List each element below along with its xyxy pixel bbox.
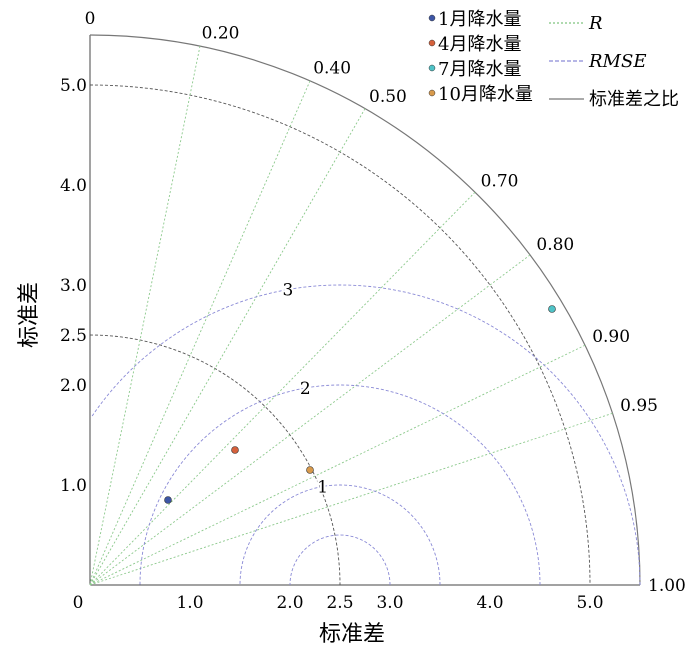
rmse-label-0: 1 [317, 478, 328, 498]
x-tick-label-0: 0 [73, 593, 84, 613]
labels-layer: 0 1.0 1.0 2.0 2.0 2.5 2.5 3.0 3.0 4.0 4.0 5.0 5.0 0 0.… [60, 9, 686, 613]
y-tick-label-3: 2.5 [60, 326, 87, 346]
legend-line-label-0: R [588, 13, 603, 34]
correlation-label-6: 0.90 [592, 327, 630, 347]
x-tick-label-1: 1.0 [176, 593, 203, 613]
data-point-2 [548, 305, 556, 313]
x-tick-label-2: 2.0 [276, 593, 303, 613]
legend-label-3: 10月降水量 [438, 84, 533, 105]
std-arc-2 [89, 34, 641, 586]
correlation-line-1 [89, 46, 201, 586]
legend-label-2: 7月降水量 [438, 59, 521, 80]
correlation-label-8: 1.00 [648, 576, 686, 596]
y-tick-label-2: 2.0 [60, 376, 87, 396]
legend-marker-0 [428, 14, 436, 22]
legend-line-label-2: 标准差之比 [589, 89, 679, 110]
data-point-3 [306, 466, 314, 474]
std-arc-1 [89, 84, 591, 586]
y-axis-title: 标准差 [17, 282, 42, 348]
x-tick-label-5: 4.0 [476, 593, 503, 613]
correlation-label-5: 0.80 [536, 235, 574, 255]
grid-layer [89, 34, 641, 586]
rmse-label-1: 2 [300, 379, 311, 399]
correlation-label-1: 0.20 [202, 23, 240, 43]
std-arc-0 [89, 334, 341, 586]
rmse-label-2: 3 [282, 281, 293, 301]
y-tick-label-1: 1.0 [60, 476, 87, 496]
correlation-label-3: 0.50 [369, 87, 407, 107]
data-point-0 [164, 496, 172, 504]
legend-marker-1 [428, 39, 436, 47]
rmse-arc-1 [239, 484, 441, 585]
legend-label-1: 4月降水量 [438, 34, 521, 55]
legend-label-0: 1月降水量 [438, 9, 521, 30]
x-axis-title: 标准差 [319, 622, 385, 646]
x-tick-label-3: 2.5 [326, 593, 353, 613]
x-tick-label-6: 5.0 [576, 593, 603, 613]
legend-marker-2 [428, 64, 436, 72]
y-tick-label-4: 3.0 [60, 276, 87, 296]
correlation-line-5 [89, 254, 531, 586]
legend: 1月降水量 4月降水量 7月降水量 10月降水量 R RMSE 标准差之比 [428, 9, 679, 110]
correlation-label-7: 0.95 [620, 396, 658, 416]
correlation-label-0: 0 [85, 9, 96, 29]
rmse-arc-0 [289, 534, 391, 585]
correlation-label-4: 0.70 [481, 172, 519, 192]
y-tick-label-6: 5.0 [60, 76, 87, 96]
correlation-label-2: 0.40 [313, 59, 351, 79]
data-point-1 [231, 446, 239, 454]
legend-marker-3 [428, 89, 436, 97]
x-tick-label-4: 3.0 [376, 593, 403, 613]
legend-line-label-1: RMSE [588, 51, 646, 72]
points-layer [164, 305, 556, 504]
y-tick-label-5: 4.0 [60, 176, 87, 196]
correlation-line-2 [89, 80, 311, 586]
rmse-arc-3 [90, 284, 641, 586]
